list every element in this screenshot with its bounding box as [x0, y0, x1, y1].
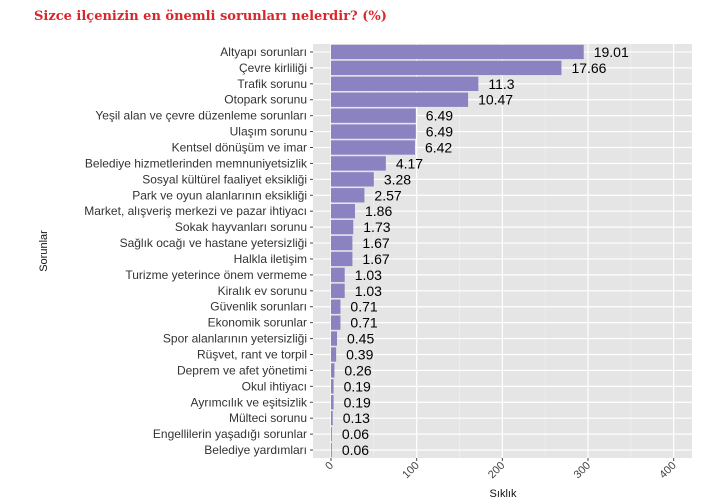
bar	[331, 44, 584, 60]
bar	[331, 124, 416, 139]
category-label: Sağlık ocağı ve hastane yetersizliği	[120, 236, 307, 250]
category-labels: Altyapı sorunları Çevre kirliliği Trafik s…	[84, 45, 313, 457]
category-label: Trafik sorunu	[237, 77, 307, 91]
bar	[331, 267, 345, 283]
value-label: 17.66	[571, 60, 606, 76]
category-label: Sosyal kültürel faaliyet eksikliği	[142, 172, 307, 186]
bars	[331, 44, 584, 458]
value-label: 2.57	[374, 187, 401, 203]
x-tick-label: 300	[572, 460, 593, 481]
bar	[331, 363, 335, 378]
category-label: Yeşil alan ve çevre düzenleme sorunları	[95, 109, 307, 123]
chart-title: Sizce ilçenizin en önemli sorunları nele…	[34, 9, 387, 24]
category-label: Park ve oyun alanlarının eksikliği	[132, 188, 307, 202]
category-label: Turizme yeterince önem vermeme	[125, 268, 307, 282]
bar	[331, 60, 562, 76]
bar	[331, 442, 332, 458]
value-label: 0.45	[347, 331, 374, 347]
value-label: 11.3	[488, 76, 514, 92]
value-label: 0.71	[350, 315, 377, 331]
value-label: 0.39	[346, 347, 373, 363]
category-label: Güvenlik sorunları	[210, 300, 307, 314]
category-label: Ekonomik sorunlar	[208, 316, 307, 330]
value-label: 0.06	[342, 426, 369, 442]
x-tick-label: 100	[400, 460, 421, 481]
bar	[331, 92, 469, 107]
bar	[331, 188, 365, 203]
value-label: 6.49	[426, 124, 453, 140]
category-label: Ulaşım sorunu	[230, 125, 307, 139]
category-label: Market, alışveriş merkezi ve pazar ihtiy…	[84, 204, 307, 218]
category-label: Belediye yardımları	[204, 443, 307, 457]
value-label: 6.42	[425, 140, 452, 156]
bar	[331, 395, 334, 410]
value-label: 6.49	[426, 108, 453, 124]
value-label: 0.19	[344, 378, 371, 394]
value-label: 0.13	[343, 410, 370, 426]
category-label: Kiralık ev sorunu	[218, 284, 307, 298]
bar	[331, 426, 332, 442]
value-label: 1.03	[355, 283, 382, 299]
bar	[331, 204, 355, 219]
category-label: Halkla iletişim	[234, 252, 307, 266]
category-label: Ayrımcılık ve eşitsizlik	[191, 395, 308, 409]
x-axis-label: Sıklık	[490, 488, 517, 500]
value-label: 1.86	[365, 203, 392, 219]
category-label: Okul ihtiyacı	[242, 379, 307, 393]
bar	[331, 331, 337, 346]
value-label: 1.03	[355, 267, 382, 283]
bar	[331, 219, 354, 235]
bar	[331, 347, 337, 362]
category-label: Mülteci sorunu	[229, 411, 307, 425]
category-label: Rüşvet, rant ve torpil	[197, 348, 307, 362]
category-label: Spor alanlarının yetersizliği	[163, 332, 307, 346]
bar	[331, 299, 341, 314]
value-label: 10.47	[478, 92, 513, 108]
value-label: 19.01	[594, 44, 629, 60]
x-ticks: 0 100 200 300 400	[323, 458, 679, 481]
category-label: Otopark sorunu	[224, 93, 307, 107]
value-label: 3.28	[384, 171, 411, 187]
value-labels: 19.0117.6611.310.476.496.496.424.173.282…	[342, 44, 629, 458]
value-label: 1.67	[362, 235, 389, 251]
bar	[331, 156, 386, 171]
bar	[331, 140, 415, 155]
bar	[331, 76, 479, 91]
value-label: 0.26	[344, 362, 371, 378]
value-label: 0.06	[342, 442, 369, 458]
x-tick-label: 0	[323, 460, 336, 473]
category-label: Deprem ve afet yönetimi	[177, 363, 307, 377]
x-tick-label: 200	[486, 460, 507, 481]
bar	[331, 108, 416, 123]
value-label: 1.67	[362, 251, 389, 267]
value-label: 4.17	[396, 155, 423, 171]
value-label: 1.73	[363, 219, 390, 235]
y-axis-label: Sorunlar	[38, 230, 50, 272]
bar	[331, 235, 353, 251]
bar	[331, 315, 341, 330]
bar	[331, 379, 334, 394]
category-label: Engellilerin yaşadığı sorunlar	[153, 427, 307, 441]
bar	[331, 172, 374, 187]
bar	[331, 411, 333, 426]
category-label: Kentsel dönüşüm ve imar	[172, 141, 307, 155]
category-label: Belediye hizmetlerinden memnuniyetsizlik	[85, 156, 308, 170]
x-tick-label: 400	[657, 460, 678, 481]
category-label: Altyapı sorunları	[220, 45, 307, 59]
category-label: Çevre kirliliği	[239, 61, 307, 75]
category-label: Sokak hayvanları sorunu	[175, 220, 307, 234]
bar	[331, 283, 345, 298]
bar	[331, 251, 353, 267]
value-label: 0.71	[350, 299, 377, 315]
value-label: 0.19	[344, 394, 371, 410]
